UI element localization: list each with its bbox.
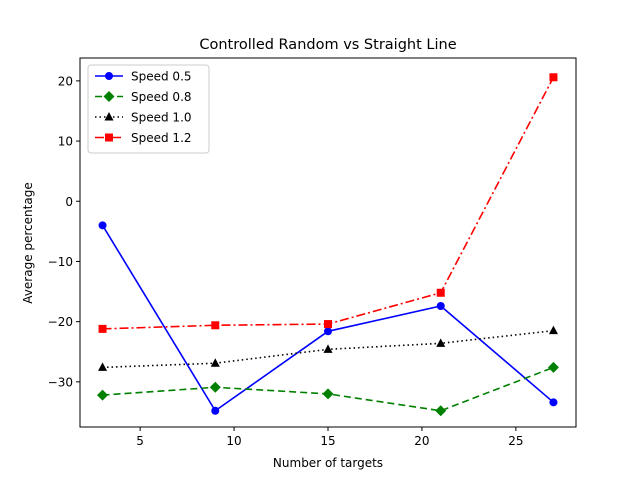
y-tick-label: 0	[65, 195, 73, 209]
data-point	[210, 358, 220, 367]
legend-marker	[104, 112, 114, 121]
data-point	[324, 320, 332, 329]
data-point	[98, 362, 108, 371]
chart-title: Controlled Random vs Straight Line	[199, 37, 456, 53]
x-tick-label: 10	[226, 434, 241, 448]
data-point	[436, 338, 446, 347]
series-speed-1-0	[98, 325, 558, 371]
legend-label: Speed 1.2	[131, 131, 192, 145]
data-point	[435, 405, 447, 417]
x-tick-label: 20	[414, 434, 429, 448]
data-point	[436, 288, 445, 297]
axis-ticks: 5 10 15 20 25 −30 −20 −10 0 10 20	[48, 74, 524, 448]
y-tick-label: 20	[58, 74, 73, 88]
y-tick-label: −10	[48, 255, 73, 269]
data-point	[209, 381, 221, 393]
data-point	[211, 321, 220, 330]
y-tick-label: −30	[48, 375, 73, 389]
series-speed-1-2	[98, 73, 558, 333]
data-point	[97, 389, 109, 401]
data-point	[549, 73, 558, 82]
x-tick-label: 25	[508, 434, 523, 448]
data-point	[323, 344, 333, 353]
legend-box	[87, 64, 210, 154]
series-speed-0-5	[98, 221, 558, 415]
data-point	[547, 361, 559, 373]
data-point	[98, 324, 107, 333]
legend-label: Speed 1.0	[131, 111, 192, 125]
plot-area	[97, 73, 559, 417]
x-axis-label: Number of targets	[273, 456, 383, 470]
series-speed-0-8	[97, 361, 559, 417]
data-point	[436, 302, 445, 311]
legend-marker	[105, 133, 113, 142]
legend-label: Speed 0.5	[131, 70, 192, 84]
legend-label: Speed 0.8	[131, 90, 192, 104]
data-point	[98, 221, 107, 230]
data-point	[548, 325, 558, 335]
y-axis-label: Average percentage	[21, 182, 35, 303]
legend-marker	[105, 72, 113, 80]
legend: Speed 0.5 Speed 0.8 Speed 1.0 Speed 1.2	[87, 64, 210, 154]
legend-marker	[103, 91, 115, 102]
data-point	[324, 327, 332, 336]
data-point	[322, 388, 334, 400]
x-tick-label: 5	[136, 434, 144, 448]
data-point	[549, 398, 558, 407]
data-point	[211, 406, 220, 415]
x-tick-label: 15	[320, 434, 335, 448]
y-tick-label: −20	[48, 315, 73, 329]
y-tick-label: 10	[58, 135, 73, 149]
